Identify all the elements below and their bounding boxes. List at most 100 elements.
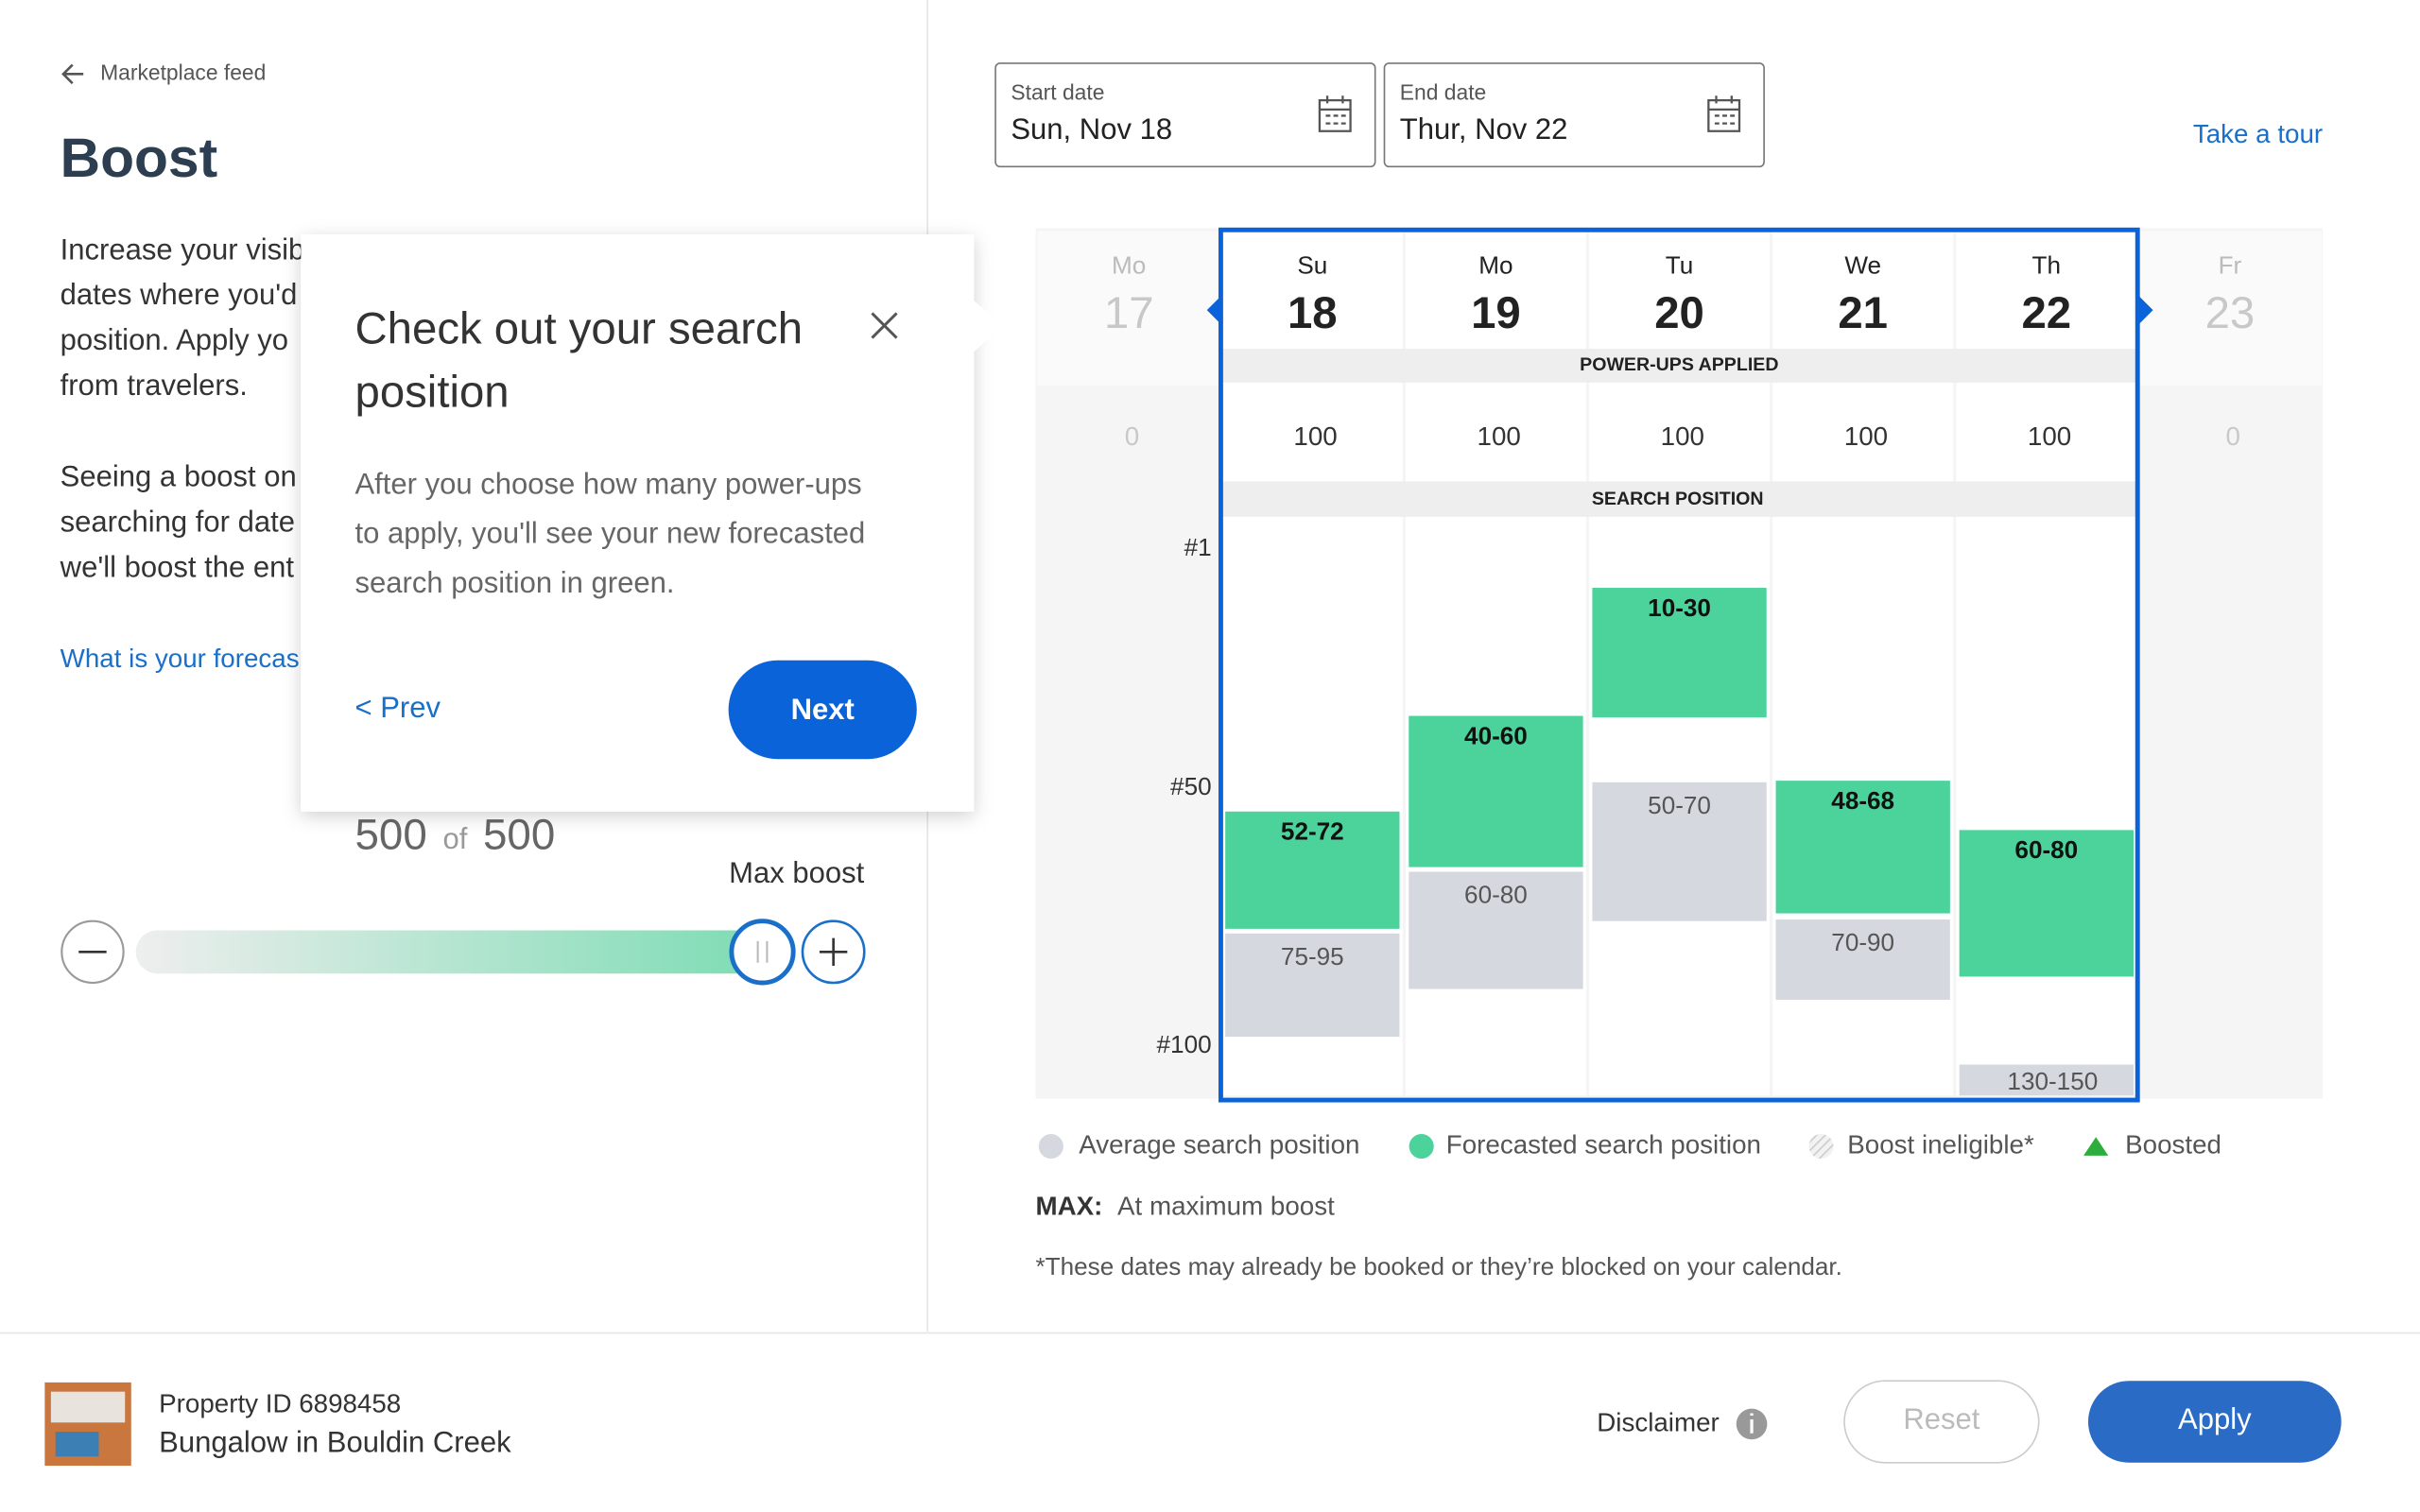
counter-total: 500 [483, 811, 555, 859]
next-button[interactable] [728, 660, 917, 760]
date-label: Start date [1011, 80, 1104, 105]
apply-label[interactable]: Apply [2178, 1402, 2252, 1435]
intro-line: Increase your visib [60, 232, 305, 266]
average-label: 60-80 [1464, 880, 1528, 908]
intro-line: from travelers. [60, 369, 248, 402]
average-bar [1592, 782, 1767, 921]
legend-boosted [2083, 1137, 2109, 1156]
powerups: 0 [2225, 421, 2239, 451]
range-handle-right[interactable] [2138, 296, 2153, 324]
intro-line: Seeing a boost on a [60, 459, 322, 492]
day-number: 17 [1104, 288, 1154, 338]
slider-label: Max boost [729, 856, 864, 889]
property-name: Bungalow in Bouldin Creek [159, 1425, 511, 1458]
powerups: 100 [2028, 421, 2071, 451]
weekday: Tu [1666, 250, 1694, 279]
popover-title: position [355, 367, 510, 417]
weekday: Su [1297, 250, 1327, 279]
day-header [1037, 231, 1221, 387]
powerups: 100 [1661, 421, 1704, 451]
average-label: 70-90 [1831, 928, 1894, 956]
average-label: 50-70 [1648, 791, 1711, 819]
date-value: Sun, Nov 18 [1011, 112, 1172, 146]
intro-link[interactable]: What is your forecas [60, 644, 300, 673]
average-bar [1959, 1064, 2134, 1096]
max-label: MAX: [1036, 1192, 1103, 1221]
weekday: We [1844, 250, 1881, 279]
weekday: Mo [1112, 250, 1146, 279]
date-input[interactable] [994, 62, 1376, 168]
position-title: SEARCH POSITION [1592, 489, 1764, 509]
day-number: 23 [2205, 288, 2256, 338]
back-arrow[interactable] [61, 63, 84, 85]
apply-button[interactable] [2087, 1381, 2342, 1463]
date-value: Thur, Nov 22 [1400, 112, 1568, 146]
forecast-bar [1959, 830, 2134, 977]
counter-of: of [443, 822, 468, 855]
powerups-band [1220, 348, 2138, 383]
weekday: Fr [2219, 250, 2242, 279]
forecast-bar [1775, 781, 1950, 914]
forecast-bar [1409, 715, 1583, 868]
average-bar [1775, 919, 1950, 1000]
footnote: *These dates may already be booked or th… [1036, 1252, 1842, 1280]
position-tick: #50 [1170, 772, 1212, 800]
legend-ineligible [1808, 1134, 1834, 1160]
forecast-label: 60-80 [2014, 835, 2078, 864]
average-bar [1409, 871, 1583, 989]
tour-link[interactable]: Take a tour [2193, 119, 2323, 148]
forecast-label: 52-72 [1281, 817, 1344, 846]
day-number: 21 [1838, 288, 1888, 338]
day-number: 22 [2021, 288, 2071, 338]
plus-icon [819, 937, 848, 967]
property-id: Property ID 6898458 [159, 1389, 401, 1418]
day-number: 18 [1288, 288, 1338, 338]
popover-prev[interactable]: < Prev [355, 691, 441, 724]
legend-text: Forecasted search position [1446, 1129, 1761, 1159]
average-label: 130-150 [2007, 1067, 2098, 1095]
date-label: End date [1400, 80, 1486, 105]
reset-button[interactable] [1843, 1380, 2040, 1464]
slider-thumb[interactable] [729, 919, 796, 986]
popover-body: to apply, you'll see your new forecasted [355, 517, 866, 550]
powerups: 100 [1478, 421, 1521, 451]
weekday: Mo [1478, 250, 1512, 279]
back-link[interactable]: Marketplace feed [100, 60, 266, 84]
intro-line: we'll boost the ent [60, 551, 295, 584]
position-band [1220, 481, 2138, 517]
popover-pointer [972, 299, 1004, 353]
thumb-grip [756, 940, 769, 963]
next-label[interactable]: Next [791, 693, 855, 726]
position-tick: #100 [1157, 1030, 1212, 1058]
slider-track [135, 930, 765, 974]
legend-forecast [1409, 1134, 1434, 1160]
property-thumb-detail [55, 1432, 99, 1457]
forecast-bar [1592, 588, 1767, 718]
legend-text: Boost ineligible* [1847, 1129, 2034, 1159]
forecast-label: 10-30 [1648, 593, 1711, 622]
calendar-icon [1318, 95, 1352, 132]
intro-line: position. Apply yo [60, 323, 288, 356]
intro-line: dates where you'd [60, 278, 298, 311]
calendar-icon [1707, 95, 1741, 132]
powerups: 100 [1293, 421, 1337, 451]
max-text: At maximum boost [1117, 1192, 1335, 1221]
disclaimer[interactable]: Disclaimer [1597, 1407, 1720, 1436]
day-number: 20 [1654, 288, 1704, 338]
counter-value: 500 [355, 811, 427, 859]
weekday: Th [2032, 250, 2061, 279]
average-bar [1225, 933, 1400, 1038]
day-header [2137, 231, 2322, 387]
legend-average [1038, 1134, 1063, 1160]
popover-close[interactable] [871, 312, 898, 339]
range-handle-left[interactable] [1206, 296, 1221, 324]
date-input[interactable] [1383, 62, 1765, 168]
powerups: 100 [1844, 421, 1888, 451]
forecast-label: 48-68 [1831, 786, 1894, 815]
selection-frame [1218, 227, 2140, 1103]
intro-line: searching for date [60, 505, 295, 538]
reset-label[interactable]: Reset [1903, 1402, 1979, 1435]
legend-text: Boosted [2125, 1129, 2221, 1159]
